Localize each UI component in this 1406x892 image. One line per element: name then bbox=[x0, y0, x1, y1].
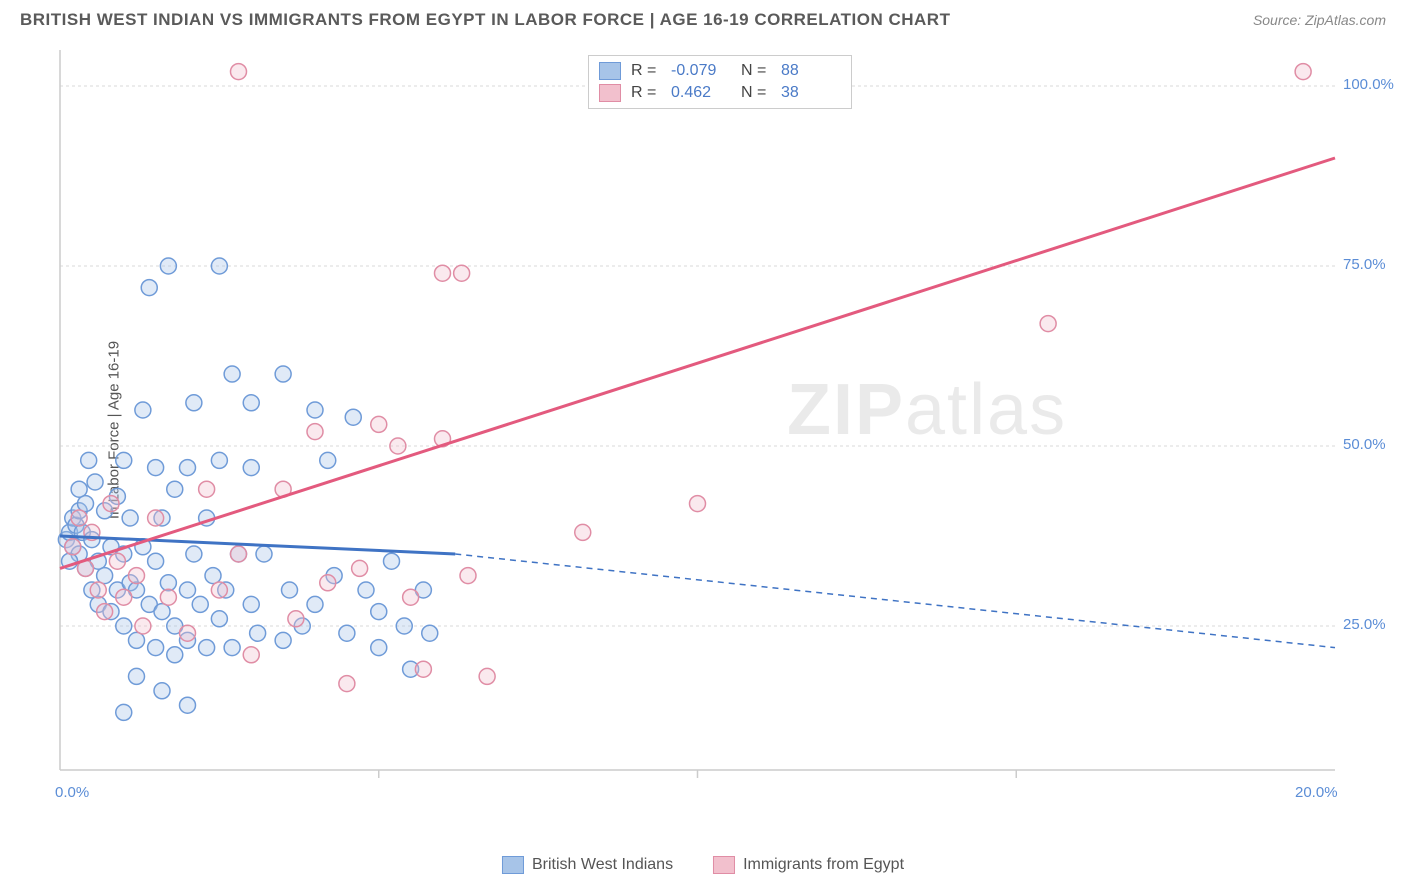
scatter-plot bbox=[50, 50, 1390, 810]
stat-r-value: 0.462 bbox=[671, 84, 731, 102]
stat-n-label: N = bbox=[741, 84, 771, 102]
stat-n-value: 38 bbox=[781, 84, 841, 102]
legend-label: Immigrants from Egypt bbox=[743, 856, 904, 874]
legend-swatch bbox=[502, 856, 524, 874]
correlation-legend: R = -0.079 N = 88 R = 0.462 N = 38 bbox=[588, 55, 852, 109]
stat-r-label: R = bbox=[631, 84, 661, 102]
page-title: BRITISH WEST INDIAN VS IMMIGRANTS FROM E… bbox=[20, 10, 950, 30]
legend-swatch bbox=[599, 62, 621, 80]
source-attribution: Source: ZipAtlas.com bbox=[1253, 12, 1386, 28]
legend-stat-row: R = -0.079 N = 88 bbox=[599, 60, 841, 82]
chart-container: In Labor Force | Age 16-19 R = -0.079 N … bbox=[50, 50, 1390, 810]
stat-r-label: R = bbox=[631, 62, 661, 80]
legend-label: British West Indians bbox=[532, 856, 673, 874]
legend-swatch bbox=[713, 856, 735, 874]
x-tick-label: 20.0% bbox=[1295, 784, 1338, 801]
legend-item: British West Indians bbox=[502, 856, 673, 874]
stat-n-label: N = bbox=[741, 62, 771, 80]
y-tick-label: 100.0% bbox=[1343, 76, 1394, 93]
y-tick-label: 50.0% bbox=[1343, 436, 1386, 453]
stat-r-value: -0.079 bbox=[671, 62, 731, 80]
y-tick-label: 75.0% bbox=[1343, 256, 1386, 273]
legend-stat-row: R = 0.462 N = 38 bbox=[599, 82, 841, 104]
legend-swatch bbox=[599, 84, 621, 102]
y-tick-label: 25.0% bbox=[1343, 616, 1386, 633]
stat-n-value: 88 bbox=[781, 62, 841, 80]
legend-item: Immigrants from Egypt bbox=[713, 856, 904, 874]
series-legend: British West Indians Immigrants from Egyp… bbox=[502, 856, 904, 874]
x-tick-label: 0.0% bbox=[55, 784, 89, 801]
